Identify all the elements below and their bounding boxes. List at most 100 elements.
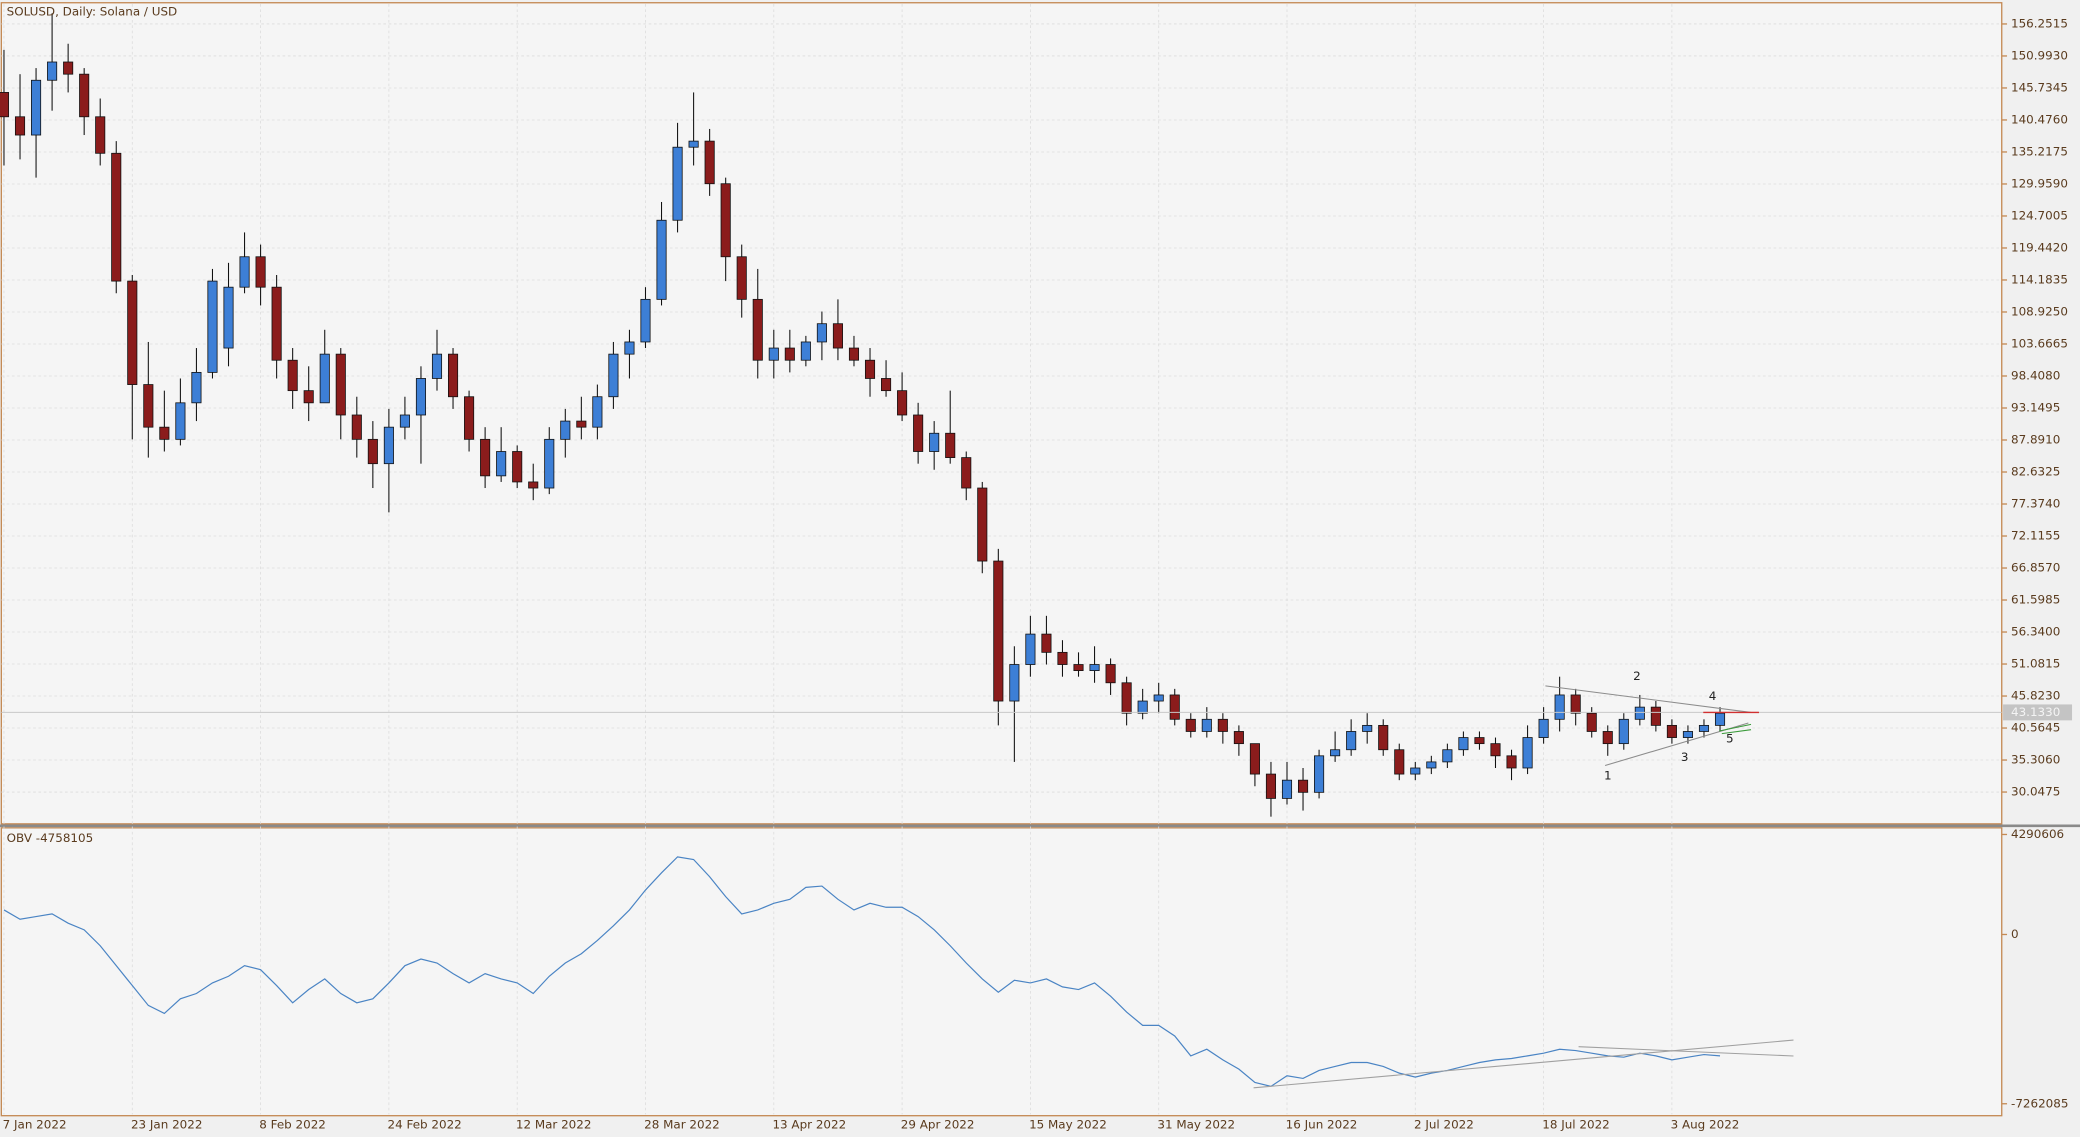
candle-body	[640, 298, 651, 343]
y-tick-label: 72.1155	[2011, 529, 2060, 543]
candle-body	[1073, 664, 1084, 672]
obv-line	[3, 856, 1721, 1088]
support-line	[1719, 723, 1752, 732]
candle-body	[816, 323, 827, 343]
y-tick-label: 129.9590	[2011, 176, 2068, 190]
candle-body	[271, 286, 282, 361]
candle-body	[704, 140, 715, 185]
y-tick-label: 135.2175	[2011, 144, 2068, 158]
candle-body	[1426, 761, 1437, 769]
wave-label: 5	[1726, 731, 1734, 745]
candle-body	[1458, 737, 1469, 751]
y-tick-label: 145.7345	[2011, 80, 2068, 94]
candle-body	[656, 219, 667, 300]
wave-label: 1	[1604, 769, 1612, 783]
candle-body	[47, 61, 58, 81]
y-tick-label: 124.7005	[2011, 208, 2068, 222]
candle-body	[993, 560, 1004, 702]
candle-body	[1682, 731, 1693, 738]
candle-body	[1121, 682, 1132, 714]
y-tick-label: 4290606	[2011, 827, 2064, 841]
candle-body	[832, 323, 843, 349]
candle-body	[415, 378, 427, 416]
candle-body	[1410, 767, 1421, 775]
x-tick-label: 12 Mar 2022	[516, 1117, 592, 1131]
candle-body	[464, 396, 475, 440]
candle-body	[1009, 664, 1020, 702]
y-tick-label: 40.5645	[2011, 721, 2060, 735]
candle-body	[848, 347, 860, 361]
candle-body	[1634, 706, 1645, 720]
candle-body	[1330, 749, 1341, 757]
candle-body	[1666, 724, 1677, 738]
candle-body	[223, 286, 234, 349]
x-tick-label: 3 Aug 2022	[1671, 1117, 1740, 1131]
x-tick-label: 2 Jul 2022	[1414, 1117, 1474, 1131]
candle-body	[736, 256, 747, 300]
candle-body	[945, 432, 956, 458]
y-tick-label: 119.4420	[2011, 240, 2068, 254]
candle-body	[608, 353, 619, 398]
wave-label: 2	[1633, 669, 1641, 683]
candle-body	[1714, 712, 1726, 726]
candle-body	[127, 280, 138, 385]
candle-body	[897, 390, 908, 416]
candle-body	[1281, 779, 1293, 799]
candle-body	[399, 414, 410, 428]
y-tick-label: 108.9250	[2011, 304, 2068, 318]
candle-body	[544, 438, 555, 489]
candle-body	[800, 341, 811, 361]
candle-body	[1297, 779, 1309, 793]
candle-body	[143, 384, 154, 428]
y-tick-label: 93.1495	[2011, 400, 2060, 414]
y-tick-label: 98.4080	[2011, 368, 2060, 382]
candle-body	[961, 457, 972, 489]
candle-body	[95, 116, 106, 154]
last-price-box	[2003, 704, 2073, 721]
candle-body	[239, 256, 250, 288]
y-tick-label: -7262085	[2011, 1096, 2068, 1110]
candle-body	[624, 341, 635, 355]
marks: 43.1330	[0, 13, 2073, 1088]
x-tick-label: 7 Jan 2022	[3, 1117, 67, 1131]
candle-body	[1602, 731, 1613, 745]
candle-body	[431, 353, 443, 379]
drawings: 1 2 3 4 5	[1253, 669, 1794, 1089]
candle-body	[1586, 712, 1597, 732]
candle-body	[79, 73, 90, 118]
candle-body	[447, 353, 459, 398]
candle-body	[576, 420, 587, 428]
candle-body	[560, 420, 571, 440]
candle-body	[913, 414, 924, 452]
x-tick-label: 8 Feb 2022	[259, 1117, 326, 1131]
candle-body	[881, 378, 892, 392]
candle-body	[383, 426, 394, 465]
candle-body	[528, 481, 539, 489]
candle-body	[1618, 718, 1629, 745]
y-tick-label: 103.6665	[2011, 336, 2068, 350]
candle-body	[1249, 743, 1260, 775]
candle-body	[480, 438, 491, 477]
candle-body	[720, 183, 731, 258]
candle-body	[784, 347, 795, 361]
candle-body	[31, 79, 42, 136]
y-tick-label: 66.8570	[2011, 561, 2060, 575]
grid: 156.2515 150.9930 145.7345 140.4760 135.2175…	[1, 4, 2068, 1131]
candle-body	[335, 353, 346, 416]
y-tick-label: 56.3400	[2011, 625, 2060, 639]
candle-body	[1394, 749, 1405, 775]
y-tick-label: 114.1835	[2011, 272, 2068, 286]
candle-body	[1490, 743, 1501, 757]
candle-body	[255, 256, 266, 288]
y-tick-label: 30.0475	[2011, 785, 2060, 799]
candle-body	[752, 298, 763, 361]
candle-body	[1650, 706, 1661, 726]
candle-body	[688, 140, 699, 148]
y-tick-label: 0	[2011, 927, 2019, 941]
x-tick-label: 18 Jul 2022	[1542, 1117, 1609, 1131]
candle-body	[1442, 749, 1453, 763]
candle-body	[111, 152, 122, 282]
candle-body	[1378, 724, 1389, 751]
obv-pane	[0, 827, 2003, 1117]
